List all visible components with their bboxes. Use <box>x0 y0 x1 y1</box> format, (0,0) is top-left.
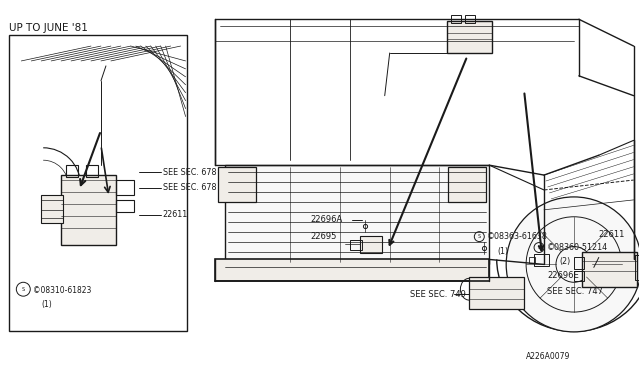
Bar <box>218 167 256 202</box>
Bar <box>574 257 584 269</box>
Circle shape <box>506 197 640 332</box>
Text: UP TO JUNE '81: UP TO JUNE '81 <box>10 23 88 33</box>
Text: (1): (1) <box>41 299 52 309</box>
Text: ©08360-51214: ©08360-51214 <box>547 243 608 252</box>
Bar <box>116 200 134 212</box>
Bar <box>116 180 134 195</box>
Text: 22696A: 22696A <box>310 215 342 224</box>
Bar <box>534 254 549 266</box>
Text: SEE SEC. 747: SEE SEC. 747 <box>547 287 603 296</box>
Text: 22611: 22611 <box>163 210 188 219</box>
Text: 22611: 22611 <box>599 230 625 239</box>
Text: A226A0079: A226A0079 <box>526 352 570 361</box>
Text: (1): (1) <box>497 247 508 256</box>
Bar <box>451 15 461 23</box>
Text: SEE SEC. 678: SEE SEC. 678 <box>163 183 216 192</box>
Text: S: S <box>22 287 25 292</box>
Bar <box>61 175 116 244</box>
Bar <box>225 165 489 264</box>
Bar <box>582 253 637 287</box>
Bar <box>447 21 492 53</box>
Text: S: S <box>477 234 481 239</box>
Bar <box>86 165 98 177</box>
Bar <box>360 235 381 253</box>
Text: (2): (2) <box>559 257 570 266</box>
Bar <box>465 15 476 23</box>
Bar <box>350 240 362 250</box>
Bar <box>10 35 187 331</box>
Bar <box>529 257 535 263</box>
Bar <box>449 167 486 202</box>
Bar <box>216 259 489 281</box>
Text: ©08363-61638: ©08363-61638 <box>487 232 548 241</box>
Text: ©08310-61823: ©08310-61823 <box>33 286 92 295</box>
Text: S: S <box>538 245 541 250</box>
Bar <box>574 271 584 281</box>
Bar <box>66 165 78 177</box>
Text: 22696E: 22696E <box>547 271 579 280</box>
Text: 22695: 22695 <box>310 232 337 241</box>
Bar <box>635 256 640 280</box>
Text: SEE SEC. 678: SEE SEC. 678 <box>163 168 216 177</box>
Bar <box>41 195 63 223</box>
Text: SEE SEC. 749: SEE SEC. 749 <box>410 290 465 299</box>
Bar <box>469 277 524 309</box>
